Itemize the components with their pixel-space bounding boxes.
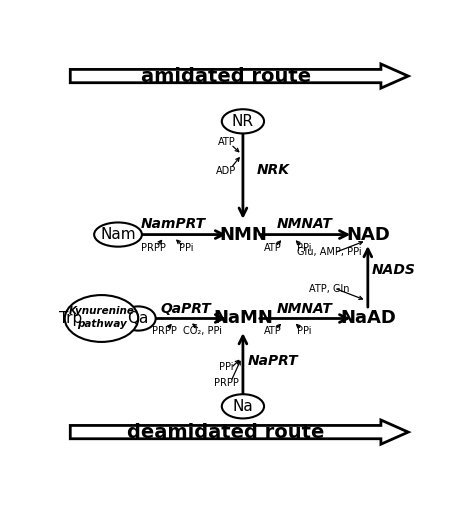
Text: Kynurenine
pathway: Kynurenine pathway	[69, 306, 135, 329]
Text: ATP: ATP	[264, 243, 281, 253]
Text: Glu, AMP, PPi: Glu, AMP, PPi	[297, 247, 362, 257]
Text: ATP: ATP	[218, 137, 235, 147]
Ellipse shape	[121, 306, 155, 331]
Text: PPi: PPi	[179, 243, 193, 253]
Text: NMNAT: NMNAT	[277, 302, 333, 316]
Text: Nam: Nam	[100, 227, 136, 242]
Text: Qa: Qa	[128, 311, 149, 326]
Text: NMN: NMN	[219, 226, 267, 243]
Text: ATP: ATP	[264, 326, 281, 336]
Text: NADS: NADS	[372, 264, 416, 277]
Text: NaAD: NaAD	[340, 309, 396, 328]
Ellipse shape	[65, 295, 138, 342]
Text: QaPRT: QaPRT	[161, 302, 211, 316]
Text: PPi: PPi	[297, 243, 312, 253]
Text: NRK: NRK	[256, 163, 290, 177]
Text: ADP: ADP	[216, 166, 237, 176]
Text: PPi: PPi	[297, 326, 312, 336]
Text: amidated route: amidated route	[140, 66, 310, 86]
Text: PRPP: PRPP	[152, 326, 177, 336]
Text: PPi: PPi	[219, 363, 234, 372]
Text: NaMN: NaMN	[213, 309, 273, 328]
Polygon shape	[70, 64, 408, 88]
Ellipse shape	[222, 109, 264, 133]
Text: PRPP: PRPP	[141, 243, 166, 253]
Text: Trp: Trp	[59, 311, 82, 326]
Polygon shape	[70, 420, 408, 444]
Text: PRPP: PRPP	[214, 378, 239, 388]
Text: NR: NR	[232, 114, 254, 129]
Text: NamPRT: NamPRT	[141, 217, 206, 231]
Text: ATP, Gln: ATP, Gln	[309, 284, 349, 294]
Ellipse shape	[222, 394, 264, 418]
Text: NaPRT: NaPRT	[248, 354, 298, 368]
Ellipse shape	[94, 223, 142, 247]
Text: CO₂, PPi: CO₂, PPi	[183, 326, 222, 336]
Text: deamidated route: deamidated route	[127, 423, 324, 442]
Text: NAD: NAD	[346, 226, 390, 243]
Text: Na: Na	[233, 399, 253, 414]
Text: NMNAT: NMNAT	[277, 217, 333, 231]
